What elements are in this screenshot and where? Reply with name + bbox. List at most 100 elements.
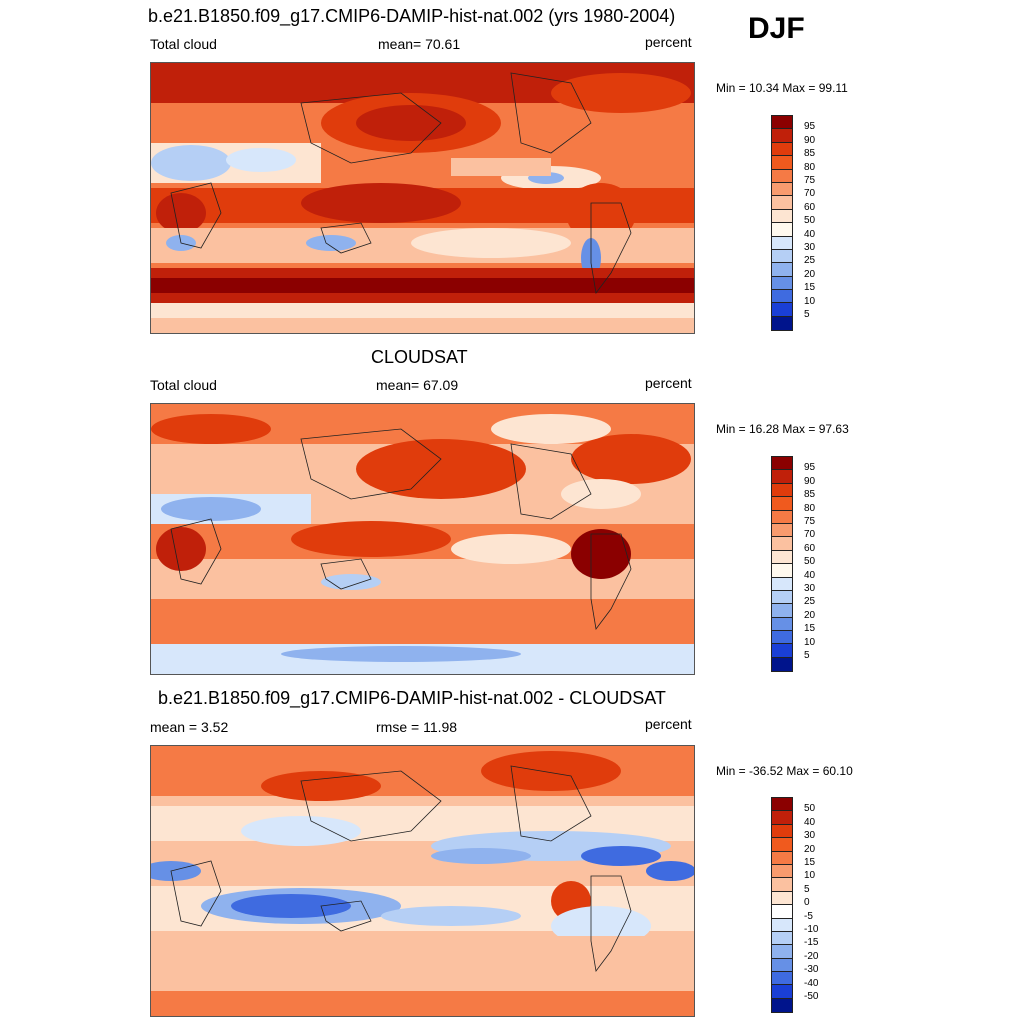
panel-3-right-label: percent [645, 716, 692, 732]
colorbar-swatch [772, 457, 792, 471]
colorbar-swatch [772, 316, 792, 331]
panel-2-right-label: percent [645, 375, 692, 391]
panel-2-left-label: Total cloud [150, 377, 217, 393]
colorbar-tick-label: 90 [804, 134, 816, 146]
colorbar-tick-label: 85 [804, 148, 816, 160]
colorbar-tick-label: 20 [804, 609, 816, 621]
colorbar-tick-label: 30 [804, 830, 816, 842]
colorbar-tick-label: -5 [804, 910, 813, 922]
colorbar-swatch [772, 156, 792, 170]
panel-1-left-label: Total cloud [150, 36, 217, 52]
colorbar-tick-label: 10 [804, 870, 816, 882]
colorbar-swatch [772, 824, 792, 839]
colorbar-tick-label: -40 [804, 977, 819, 989]
colorbar-swatch [772, 851, 792, 865]
colorbar-tick-label: 5 [804, 883, 810, 895]
colorbar-tick-label: 30 [804, 242, 816, 253]
colorbar-tick-label: -15 [804, 937, 819, 949]
colorbar-swatch [772, 577, 792, 591]
colorbar-swatch [772, 142, 792, 157]
colorbar-swatch [772, 182, 792, 197]
panel-1-right-label: percent [645, 34, 692, 50]
colorbar-swatch [772, 209, 792, 224]
colorbar-swatch [772, 169, 792, 183]
colorbar-tick-label: -20 [804, 950, 819, 962]
colorbar-tick-label: 20 [804, 843, 816, 855]
panel-3-map-field [151, 746, 694, 1016]
colorbar-tick-label: 30 [804, 583, 816, 594]
panel-2-title: CLOUDSAT [371, 347, 468, 367]
colorbar-swatch [772, 303, 792, 317]
panel-3-colorbar [771, 797, 793, 1014]
colorbar-tick-label: 80 [804, 502, 816, 514]
colorbar-tick-label: -50 [804, 991, 819, 1002]
colorbar-tick-label: 50 [804, 556, 816, 568]
panel-2-map [150, 403, 695, 675]
colorbar-tick-label: 5 [804, 309, 810, 320]
colorbar-swatch [772, 116, 792, 130]
colorbar-swatch [772, 510, 792, 524]
colorbar-swatch [772, 590, 792, 605]
colorbar-swatch [772, 998, 792, 1013]
panel-1-map-field [151, 63, 694, 333]
panel-3-title: b.e21.B1850.f09_g17.CMIP6-DAMIP-hist-nat… [158, 688, 666, 708]
colorbar-swatch [772, 470, 792, 484]
colorbar-swatch [772, 798, 792, 812]
colorbar-tick-label: 0 [804, 897, 810, 909]
colorbar-swatch [772, 931, 792, 946]
colorbar-tick-label: 25 [804, 596, 816, 608]
colorbar-swatch [772, 129, 792, 143]
colorbar-swatch [772, 604, 792, 618]
colorbar-swatch [772, 958, 792, 973]
colorbar-swatch [772, 878, 792, 892]
panel-1-minmax: Min = 10.34 Max = 99.11 [716, 81, 848, 95]
colorbar-swatch [772, 483, 792, 498]
colorbar-swatch [772, 864, 792, 879]
panel-1-title: b.e21.B1850.f09_g17.CMIP6-DAMIP-hist-nat… [148, 6, 676, 26]
colorbar-tick-label: 90 [804, 475, 816, 487]
colorbar-tick-label: 95 [804, 462, 816, 474]
panel-3-center-label: rmse = 11.98 [376, 719, 458, 735]
panel-2-map-field [151, 404, 694, 674]
panel-2-center-label: mean= 67.09 [376, 377, 459, 393]
colorbar-swatch [772, 564, 792, 578]
colorbar-swatch [772, 276, 792, 291]
colorbar-tick-label: 15 [804, 282, 816, 294]
colorbar-tick-label: 80 [804, 161, 816, 173]
panel-3-minmax: Min = -36.52 Max = 60.10 [716, 764, 853, 778]
colorbar-swatch [772, 918, 792, 932]
colorbar-tick-label: 75 [804, 516, 816, 527]
colorbar-tick-label: 40 [804, 816, 816, 828]
colorbar-tick-label: 15 [804, 857, 816, 868]
colorbar-tick-label: -30 [804, 964, 819, 976]
season-label: DJF [748, 12, 805, 45]
colorbar-swatch [772, 236, 792, 250]
colorbar-swatch [772, 223, 792, 237]
colorbar-tick-label: 40 [804, 228, 816, 240]
colorbar-swatch [772, 657, 792, 672]
colorbar-swatch [772, 523, 792, 538]
colorbar-tick-label: 20 [804, 268, 816, 280]
colorbar-swatch [772, 631, 792, 645]
colorbar-tick-label: 50 [804, 803, 816, 815]
colorbar-swatch [772, 985, 792, 999]
colorbar-tick-label: 70 [804, 529, 816, 541]
colorbar-tick-label: 70 [804, 188, 816, 200]
colorbar-tick-label: 50 [804, 215, 816, 227]
panel-2-minmax: Min = 16.28 Max = 97.63 [716, 422, 849, 436]
colorbar-tick-label: 15 [804, 623, 816, 635]
colorbar-swatch [772, 811, 792, 825]
colorbar-tick-label: 60 [804, 201, 816, 213]
colorbar-swatch [772, 644, 792, 658]
panel-3-left-label: mean = 3.52 [150, 719, 229, 735]
colorbar-tick-label: 10 [804, 636, 816, 648]
colorbar-tick-label: 10 [804, 295, 816, 307]
colorbar-swatch [772, 617, 792, 632]
colorbar-tick-label: 60 [804, 542, 816, 554]
panel-3-map [150, 745, 695, 1017]
colorbar-tick-label: 40 [804, 569, 816, 581]
panel-1-center-label: mean= 70.61 [378, 36, 461, 52]
panel-1-colorbar [771, 115, 793, 332]
colorbar-swatch [772, 945, 792, 959]
colorbar-tick-label: 95 [804, 121, 816, 133]
